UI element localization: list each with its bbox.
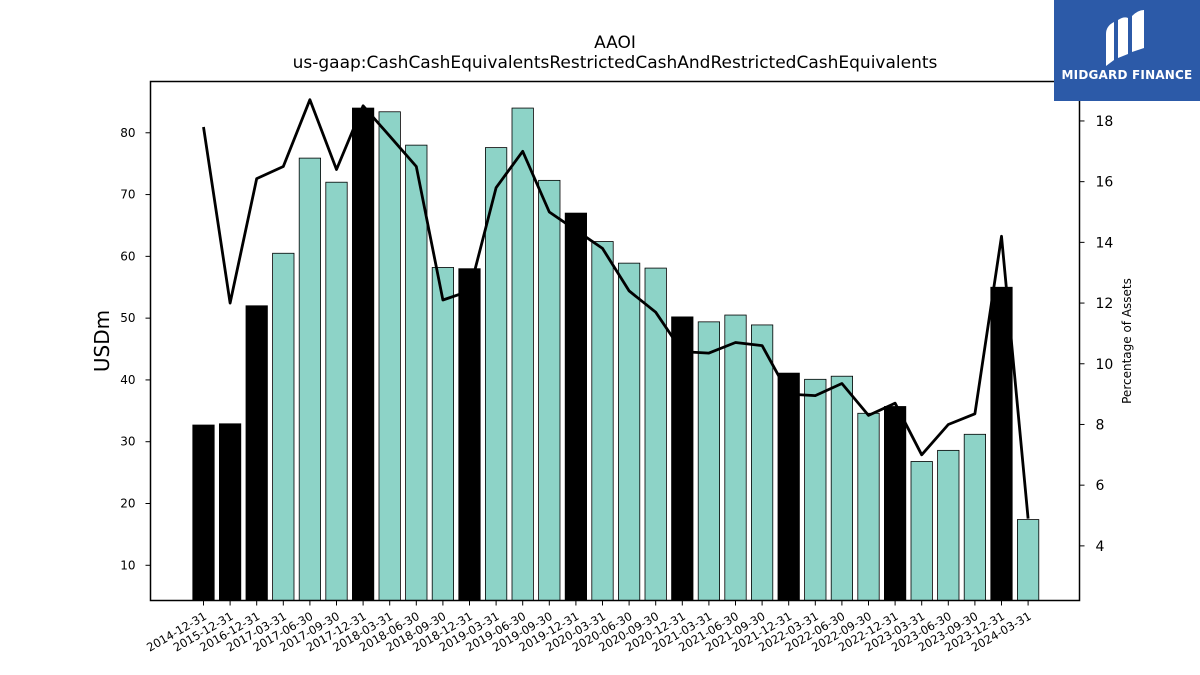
bar-2019-12-31 [564,212,588,601]
midgard-logo-icon [1106,10,1144,66]
bar-2023-03-31 [910,461,933,601]
bar-2020-03-31 [591,241,614,601]
y2-tick-label: 16 [1096,175,1114,191]
y2-tick-label: 18 [1096,114,1114,130]
y-tick-label: 20 [120,496,135,510]
bar-2019-06-30 [511,107,534,601]
y2-tick-label: 4 [1096,539,1105,555]
bar-2024-03-31 [1017,519,1040,601]
brand-name: MIDGARD FINANCE [1061,68,1193,82]
y-tick-label: 30 [120,435,135,449]
y-axis-label: USDm [90,310,114,372]
bar-2018-06-30 [405,144,428,601]
y-axis-right: 4 6 8 10 12 14 16 18 [1079,114,1114,555]
bar-2018-12-31 [458,268,481,601]
y-tick-label: 60 [120,249,135,263]
y-tick-label: 70 [120,188,135,202]
y-axis-left: 10 20 30 40 50 60 70 80 [120,126,151,572]
plot-frame [149,80,1081,602]
bar-2017-12-31 [351,107,375,601]
bar-2019-09-30 [538,179,561,601]
y-tick-label: 10 [120,558,135,572]
line-series [202,98,1030,519]
bar-2021-06-30 [724,314,747,601]
bar-2014-12-31 [192,424,215,601]
percentage-line [202,98,1030,519]
bar-series [192,107,1040,601]
bar-2021-03-31 [697,321,721,601]
brand-logo: MIDGARD FINANCE [1054,0,1200,101]
y-tick-label: 40 [120,373,135,387]
y-tick-label: 50 [120,311,135,325]
bar-2017-09-30 [325,181,348,601]
chart-subtitle: us-gaap:CashCashEquivalentsRestrictedCas… [293,53,938,73]
bar-2022-09-30 [857,412,880,601]
bar-2017-03-31 [272,252,295,601]
bar-2020-12-31 [671,316,694,601]
y2-tick-label: 14 [1096,235,1114,251]
bar-2021-12-31 [777,372,800,601]
y2-axis-label: Percentage of Assets [1120,278,1134,404]
x-axis: 2014-12-312015-12-312016-12-312017-03-31… [144,600,1034,655]
y2-tick-label: 10 [1096,357,1114,373]
y2-tick-label: 12 [1096,296,1114,312]
bar-2017-06-30 [298,157,322,601]
bar-2023-09-30 [963,433,987,601]
bar-2020-09-30 [644,267,667,601]
bar-2023-12-31 [990,286,1013,601]
bar-2022-06-30 [830,375,854,601]
y2-tick-label: 6 [1096,478,1105,494]
bar-2022-03-31 [804,378,827,601]
y2-tick-label: 8 [1096,417,1105,433]
chart-title: AAOI [594,33,636,53]
bar-2021-09-30 [751,324,774,601]
bar-2018-09-30 [431,267,455,601]
bar-2016-12-31 [245,305,268,601]
bar-2022-12-31 [884,406,907,601]
bar-2020-06-30 [618,262,641,601]
y-tick-label: 80 [120,126,135,140]
bar-2023-06-30 [937,449,960,601]
bar-2018-03-31 [378,111,401,601]
bar-2015-12-31 [218,423,242,601]
